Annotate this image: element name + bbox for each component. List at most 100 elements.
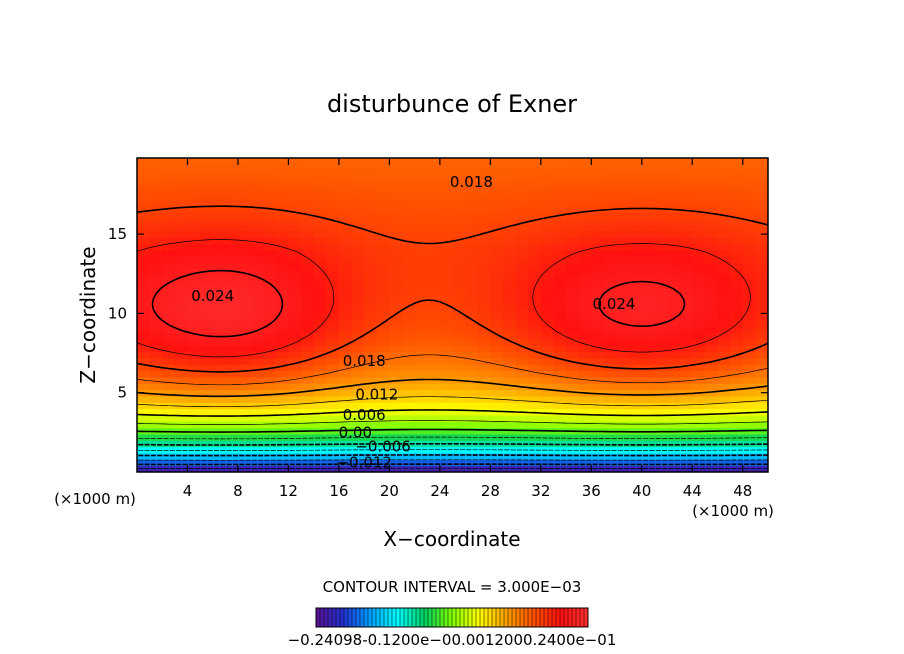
field-cell xyxy=(137,338,151,346)
field-cell xyxy=(629,173,643,181)
field-cell xyxy=(376,446,390,454)
field-cell xyxy=(162,161,176,169)
field-cell xyxy=(591,345,605,353)
field-cell xyxy=(465,307,479,315)
field-cell xyxy=(313,288,327,295)
colorbar-segment xyxy=(548,608,553,627)
field-cell xyxy=(540,370,555,378)
field-cell xyxy=(452,294,466,302)
field-cell xyxy=(288,262,302,270)
field-cell xyxy=(301,294,315,302)
field-cell xyxy=(250,167,264,175)
field-cell xyxy=(490,230,504,238)
field-cell xyxy=(692,414,706,422)
field-cell xyxy=(452,383,466,391)
field-cell xyxy=(667,319,681,327)
field-cell xyxy=(730,224,744,232)
field-cell xyxy=(439,180,454,188)
field-cell xyxy=(490,370,504,378)
field-cell xyxy=(200,376,214,384)
field-cell xyxy=(439,421,454,429)
field-cell xyxy=(439,465,454,472)
field-cell xyxy=(717,376,731,384)
field-cell xyxy=(402,262,416,270)
colorbar-segment xyxy=(328,608,333,627)
field-cell xyxy=(452,180,466,188)
field-cell xyxy=(439,237,454,245)
field-cell xyxy=(629,161,643,169)
field-cell xyxy=(502,224,517,232)
field-cell xyxy=(326,345,340,353)
field-cell xyxy=(654,440,668,448)
field-cell xyxy=(755,319,768,327)
field-cell xyxy=(515,440,529,448)
field-cell xyxy=(427,459,441,467)
field-cell xyxy=(679,230,693,238)
field-cell xyxy=(250,186,264,194)
field-cell xyxy=(275,211,290,219)
field-cell xyxy=(149,351,163,359)
field-cell xyxy=(755,414,768,422)
field-cell xyxy=(679,167,693,175)
field-cell xyxy=(162,243,176,251)
field-cell xyxy=(465,148,478,155)
field-cell xyxy=(338,211,353,219)
field-cell xyxy=(452,237,466,245)
field-cell xyxy=(338,192,353,200)
field-cell xyxy=(200,205,214,213)
field-cell xyxy=(149,281,163,289)
field-cell xyxy=(679,281,693,289)
field-cell xyxy=(502,300,517,308)
field-cell xyxy=(263,230,277,238)
field-cell xyxy=(641,446,656,454)
field-cell xyxy=(616,414,630,422)
field-cell xyxy=(679,421,693,429)
field-cell xyxy=(704,414,719,422)
field-cell xyxy=(326,370,340,378)
field-cell xyxy=(667,230,681,238)
field-cell xyxy=(402,446,416,454)
field-cell xyxy=(578,281,592,289)
field-cell xyxy=(578,402,592,410)
field-cell xyxy=(566,345,580,353)
field-cell xyxy=(301,357,315,365)
field-cell xyxy=(137,269,151,276)
field-cell xyxy=(452,459,466,467)
field-cell xyxy=(301,211,315,219)
field-cell xyxy=(755,421,768,429)
field-cell xyxy=(465,326,479,334)
field-cell xyxy=(237,351,252,359)
field-cell xyxy=(301,383,315,391)
field-cell xyxy=(439,319,454,327)
field-cell xyxy=(603,389,618,397)
field-cell xyxy=(137,243,151,251)
field-cell xyxy=(162,414,176,422)
field-cell xyxy=(200,262,214,270)
field-cell xyxy=(301,275,315,283)
field-cell xyxy=(288,408,302,416)
field-cell xyxy=(603,433,618,441)
field-cell xyxy=(364,313,378,321)
field-cell xyxy=(212,364,226,372)
colorbar xyxy=(315,608,589,627)
field-cell xyxy=(288,167,302,175)
field-cell xyxy=(704,338,719,346)
field-cell xyxy=(477,186,491,194)
field-cell xyxy=(212,180,226,188)
field-cell xyxy=(654,148,667,155)
field-cell xyxy=(502,383,517,391)
field-cell xyxy=(704,300,719,308)
field-cell xyxy=(414,186,428,194)
field-cell xyxy=(364,408,378,416)
field-cell xyxy=(187,281,201,289)
field-cell xyxy=(692,167,706,175)
field-cell xyxy=(742,338,756,346)
field-cell xyxy=(465,161,479,169)
field-cell xyxy=(389,288,403,295)
field-cell xyxy=(566,446,580,454)
field-cell xyxy=(288,383,302,391)
field-cell xyxy=(225,408,239,416)
field-cell xyxy=(326,364,340,372)
field-cell xyxy=(212,158,226,162)
field-cell xyxy=(414,370,428,378)
